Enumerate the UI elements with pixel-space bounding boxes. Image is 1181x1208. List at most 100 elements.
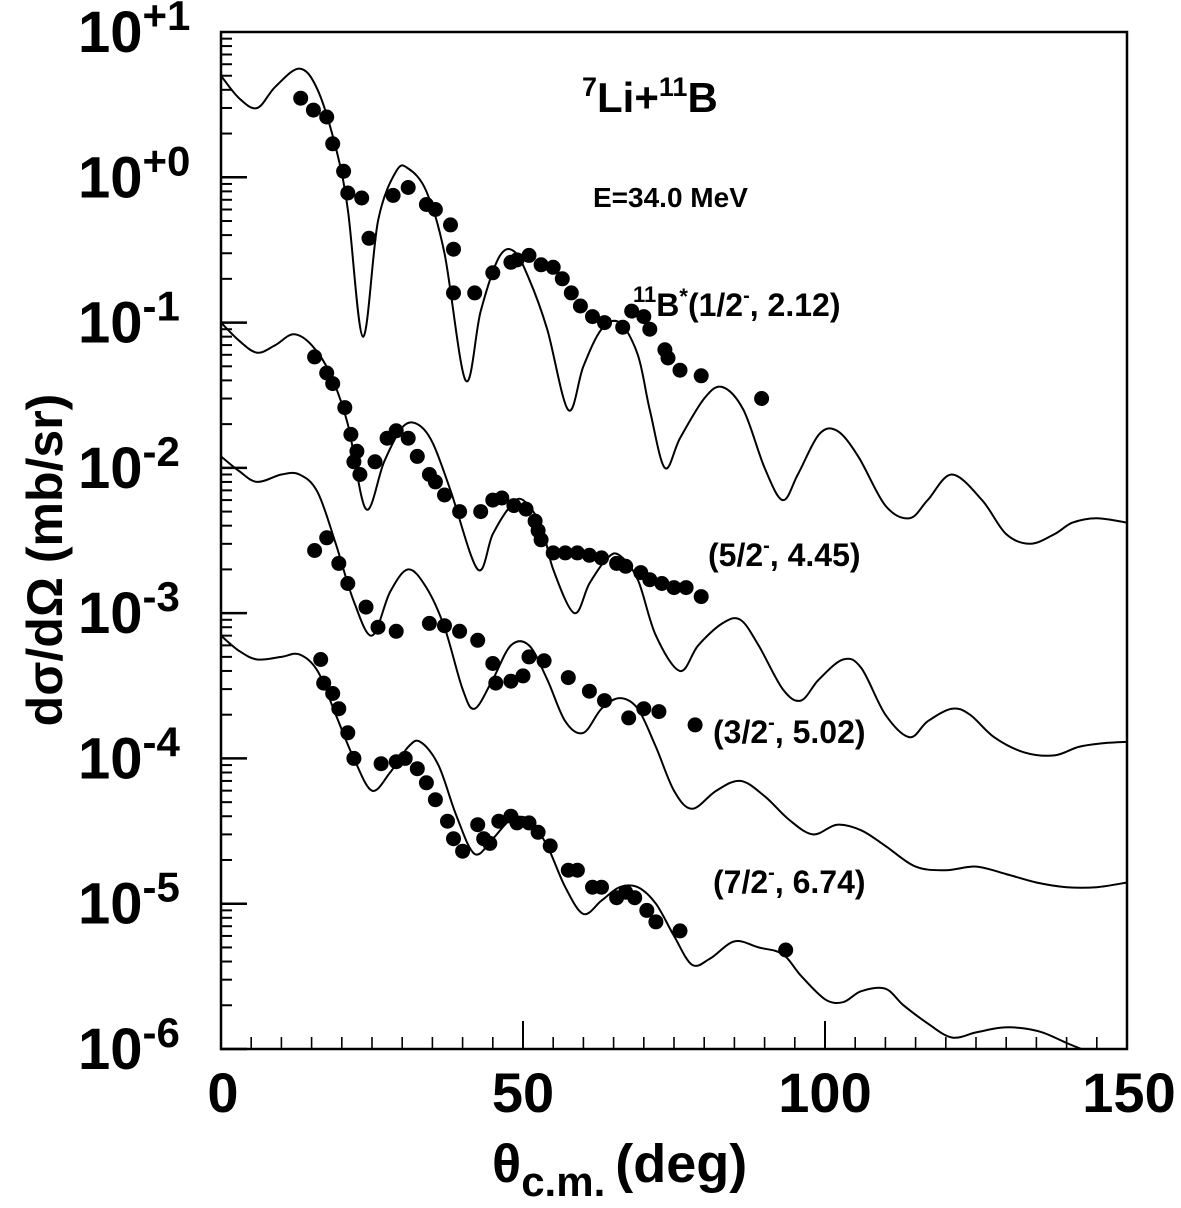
data-point-series-3 [358,599,374,615]
theory-curves [221,67,1127,1049]
y-tick-exponent: -2 [143,428,180,475]
data-point-series-4 [373,756,389,772]
data-point-series-1 [336,163,352,179]
data-point-series-2 [594,550,609,566]
data-point-series-4 [440,813,455,829]
data-point-series-3 [503,673,519,689]
data-point-series-3 [581,683,597,699]
x-tick-label: 100 [778,1061,871,1124]
data-point-series-4 [418,775,434,791]
data-point-series-1 [385,187,401,203]
y-tick-label: 10-4 [78,718,181,791]
data-point-series-2 [678,580,694,596]
data-point-series-4 [569,862,585,878]
data-point-series-1 [354,190,370,206]
data-point-series-1 [624,303,640,319]
data-point-series-4 [446,831,461,847]
x-axis-ticks [250,1021,1098,1049]
data-point-series-2 [545,545,561,561]
energy-label: E=34.0 MeV [593,182,748,213]
title-b: B [687,74,717,121]
y-tick-label: 10-3 [78,573,180,646]
data-point-series-2 [494,490,510,506]
y-tick-label: 10+1 [78,0,190,65]
title-li: Li+ [597,74,659,121]
data-point-series-1 [521,247,537,263]
y-tick-labels: 10+110+010-110-210-310-410-510-6 [78,0,190,1082]
data-point-series-1 [446,241,461,257]
data-point-series-4 [325,686,341,701]
data-point-series-1 [672,362,688,378]
data-point-series-3 [307,543,323,558]
data-point-series-1 [467,285,483,301]
x-tick-label: 50 [492,1061,554,1124]
data-point-series-3 [687,717,703,733]
y-tick-exponent: -6 [143,1009,180,1056]
y-tick-label: 10-1 [78,283,180,356]
data-point-series-3 [488,675,504,691]
data-point-series-2 [654,576,670,591]
data-point-series-3 [340,576,356,591]
data-point-series-4 [639,902,655,918]
y-tick-base: 10 [78,291,143,356]
data-point-series-1 [554,271,570,287]
data-point-series-4 [346,750,362,766]
data-point-series-4 [340,725,356,741]
data-point-series-4 [397,750,413,766]
data-point-series-2 [409,448,425,464]
y-tick-label: 10-6 [78,1009,180,1082]
data-point-series-4 [313,652,329,667]
data-point-series-1 [660,350,676,366]
data-point-series-1 [485,265,501,281]
data-point-series-1 [563,285,579,301]
data-point-series-4 [672,923,688,939]
y-tick-exponent: +0 [143,137,191,184]
y-tick-base: 10 [78,145,143,210]
series-label-4: (7/2-, 6.74) [713,862,866,900]
data-point-series-1 [361,230,377,246]
data-point-series-1 [325,136,341,152]
data-point-series-4 [427,792,443,808]
data-point-series-2 [666,580,682,596]
data-point-series-1 [533,257,549,273]
data-point-series-1 [572,298,588,314]
data-point-series-3 [485,656,501,671]
data-point-series-3 [560,670,576,686]
y-tick-base: 10 [78,581,143,646]
data-point-series-4 [627,890,643,906]
data-point-series-4 [778,942,794,958]
y-tick-label: 10+0 [78,137,190,210]
data-point-series-1 [305,102,321,118]
theory-curve-1 [221,67,1127,545]
data-point-series-3 [421,615,437,631]
data-point-series-4 [521,815,537,831]
data-point-series-3 [636,701,652,717]
data-point-series-3 [388,623,404,639]
y-tick-base: 10 [78,872,143,937]
data-point-series-2 [473,504,489,520]
data-point-series-3 [536,653,552,669]
y-tick-label: 10-2 [78,428,180,501]
data-point-series-1 [503,254,519,270]
data-point-series-2 [452,504,468,520]
data-point-series-3 [651,704,667,720]
data-point-series-1 [545,259,561,275]
data-point-series-2 [642,572,658,588]
theory-curve-2 [221,321,1127,757]
data-point-series-3 [437,618,452,634]
x-tick-label: 0 [207,1061,238,1124]
data-point-series-4 [530,824,546,840]
title-mass-li: 7 [582,72,597,102]
data-point-series-2 [437,487,452,503]
data-point-series-1 [615,319,631,335]
data-point-series-3 [597,693,612,709]
data-point-series-2 [367,454,383,470]
theory-curve-4 [221,634,1085,1049]
data-point-series-4 [409,761,425,777]
data-point-series-3 [452,623,468,639]
data-point-series-2 [337,400,353,416]
data-point-series-2 [352,467,368,482]
y-tick-base: 10 [78,726,143,791]
data-point-series-3 [621,710,637,726]
data-point-series-4 [542,838,558,854]
